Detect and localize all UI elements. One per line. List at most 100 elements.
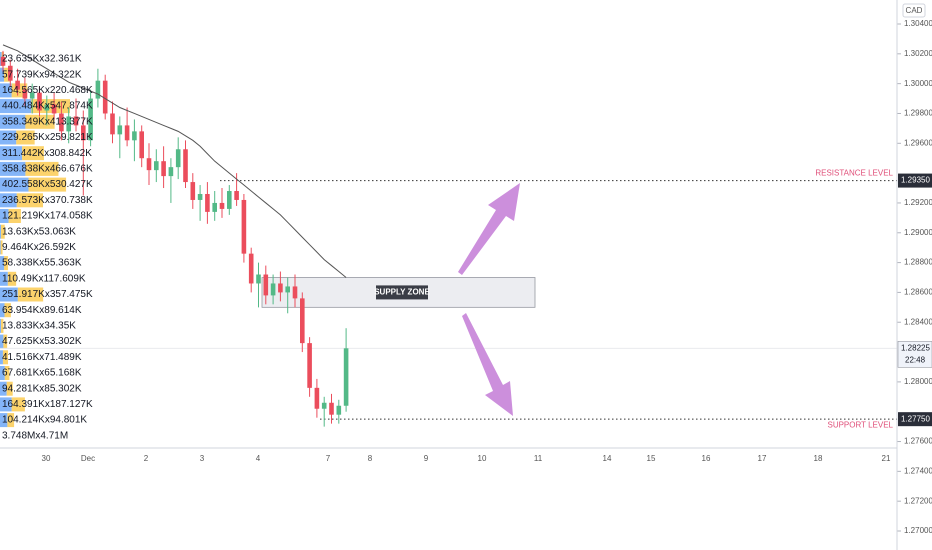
y-tick-label: 1.27600 bbox=[904, 437, 932, 446]
sell-volume-bar bbox=[11, 397, 25, 412]
volume-label: 251.917Kx357.475K bbox=[2, 289, 93, 300]
currency: CAD bbox=[906, 6, 923, 15]
support-tag bbox=[898, 412, 932, 427]
candle-body bbox=[0, 56, 6, 66]
volume-label: 358.349Kx413.377K bbox=[2, 116, 93, 127]
buy-volume-bar bbox=[0, 130, 17, 145]
volume-label: 110.49Kx117.609K bbox=[2, 273, 86, 284]
candle-body bbox=[197, 193, 203, 200]
candle-body bbox=[321, 402, 327, 409]
candle-body bbox=[227, 191, 232, 209]
candle-body bbox=[270, 283, 276, 296]
y-tick-label: 1.29200 bbox=[904, 198, 932, 207]
buy-volume-bar bbox=[0, 303, 5, 318]
volume-label: 13.833Kx34.35K bbox=[2, 321, 76, 332]
y-tick-label: 1.28000 bbox=[904, 377, 932, 386]
volume-label: 164.391Kx187.127K bbox=[2, 399, 93, 410]
resistance-price: 1.29350 bbox=[901, 176, 930, 185]
buy-volume-bar bbox=[0, 224, 1, 239]
volume-label: 94.281Kx85.302K bbox=[2, 383, 82, 394]
candle-body bbox=[278, 283, 283, 293]
sell-volume-bar bbox=[4, 256, 9, 271]
volume-label: 57.739Kx94.322K bbox=[2, 69, 82, 80]
currency-badge bbox=[902, 3, 926, 18]
sell-volume-bar bbox=[4, 303, 11, 318]
x-tick-label: 2 bbox=[144, 454, 149, 463]
candle-body bbox=[59, 113, 64, 132]
candle-body bbox=[44, 104, 50, 111]
candle-body bbox=[95, 80, 101, 99]
buy-volume-bar bbox=[0, 161, 26, 176]
sell-volume-bar bbox=[4, 366, 10, 380]
candle-body bbox=[66, 116, 71, 132]
candle-body bbox=[263, 274, 269, 296]
countdown: 22:48 bbox=[905, 355, 926, 364]
x-tick-label: 7 bbox=[326, 454, 331, 463]
candle-body bbox=[292, 286, 298, 299]
volume-label: 58.338Kx55.363K bbox=[2, 258, 82, 269]
candle-body bbox=[256, 274, 261, 284]
y-tick-label: 1.30400 bbox=[904, 19, 932, 28]
x-tick-label: 14 bbox=[603, 454, 612, 463]
candle-body bbox=[300, 298, 305, 344]
buy-volume-bar bbox=[0, 240, 1, 255]
candle-body bbox=[205, 193, 210, 212]
sell-volume-bar bbox=[0, 240, 3, 255]
candle-body bbox=[51, 104, 57, 114]
sell-volume-bar bbox=[3, 334, 8, 349]
x-tick-label: 9 bbox=[424, 454, 429, 463]
buy-volume-bar bbox=[0, 413, 8, 428]
moving-average bbox=[2, 44, 347, 278]
buy-volume-bar bbox=[0, 366, 5, 380]
buy-volume-bar bbox=[0, 193, 17, 208]
sell-volume-bar bbox=[17, 287, 44, 302]
buy-volume-bar bbox=[0, 209, 9, 223]
buy-volume-bar bbox=[0, 256, 5, 271]
y-tick-label: 1.30000 bbox=[904, 79, 932, 88]
candle-body bbox=[241, 199, 247, 254]
volume-label: 13.63Kx53.063K bbox=[2, 226, 76, 237]
x-tick-label: 11 bbox=[534, 454, 543, 463]
candle-body bbox=[102, 80, 108, 114]
volume-label: 229.265Kx259.821K bbox=[2, 132, 93, 143]
candle-body bbox=[154, 161, 159, 171]
sell-volume-bar bbox=[0, 224, 5, 239]
candle-body bbox=[146, 158, 152, 171]
candle-body bbox=[168, 167, 174, 177]
sell-volume-bar bbox=[8, 209, 21, 223]
sell-volume-bar bbox=[2, 350, 9, 365]
buy-volume-bar bbox=[0, 271, 8, 286]
sell-volume-bar bbox=[7, 271, 17, 286]
candle-body bbox=[117, 125, 123, 135]
sell-volume-bar bbox=[4, 67, 11, 82]
volume-label: 358.838Kx466.676K bbox=[2, 164, 93, 175]
candle-body bbox=[234, 191, 239, 200]
current-price-tag bbox=[897, 341, 932, 368]
volume-label: 121.219Kx174.058K bbox=[2, 211, 93, 222]
sell-volume-bar bbox=[0, 318, 4, 333]
volume-label: 164.565Kx220.468K bbox=[2, 85, 93, 96]
x-tick-label: 18 bbox=[814, 454, 823, 463]
up-arrow bbox=[458, 183, 520, 275]
down-arrow bbox=[462, 313, 513, 416]
candle-body bbox=[132, 131, 137, 141]
candle-body bbox=[15, 80, 20, 90]
y-tick-label: 1.27400 bbox=[904, 466, 932, 475]
supply-zone-label: SUPPLY ZONE bbox=[374, 288, 430, 297]
sell-volume-bar bbox=[25, 161, 59, 176]
y-tick-label: 1.28800 bbox=[904, 258, 932, 267]
sell-volume-bar bbox=[25, 114, 55, 129]
support-name: SUPPORT LEVEL bbox=[827, 420, 893, 429]
volume-label: 63.954Kx89.614K bbox=[2, 305, 82, 316]
candle-body bbox=[248, 253, 254, 284]
candle-body bbox=[110, 113, 115, 135]
x-tick-label: 4 bbox=[256, 454, 261, 463]
buy-volume-bar bbox=[0, 177, 29, 192]
candle-body bbox=[285, 286, 290, 293]
candle-body bbox=[124, 125, 130, 141]
candle-body bbox=[37, 92, 42, 111]
x-tick-label: 30 bbox=[42, 454, 51, 463]
candle-body bbox=[314, 387, 320, 409]
sell-volume-bar bbox=[6, 381, 13, 396]
y-tick-label: 1.27000 bbox=[904, 526, 932, 535]
